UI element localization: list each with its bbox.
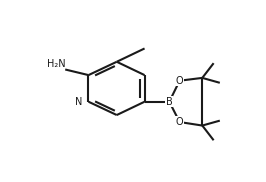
Text: O: O [176, 76, 184, 86]
Text: O: O [176, 117, 184, 127]
Text: N: N [75, 97, 82, 107]
Text: B: B [166, 97, 173, 107]
Text: H₂N: H₂N [47, 59, 65, 69]
